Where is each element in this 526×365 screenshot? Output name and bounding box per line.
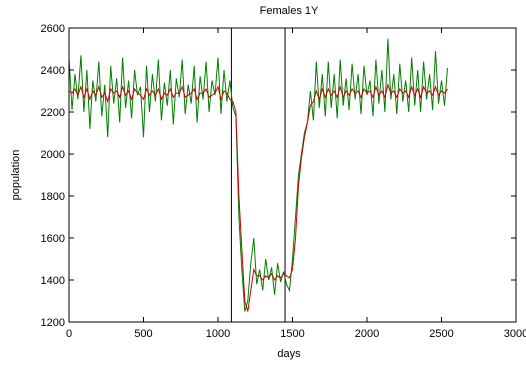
x-axis-title: days [277,348,301,360]
x-tick-label: 2000 [355,328,379,340]
y-tick-label: 2400 [41,65,65,77]
y-tick-label: 1800 [41,191,65,203]
x-tick-label: 500 [134,328,152,340]
y-tick-label: 2200 [41,107,65,119]
series-layer [69,38,448,312]
y-tick-label: 1400 [41,275,65,287]
x-tick-label: 1000 [206,328,230,340]
y-tick-label: 2000 [41,149,65,161]
plot-frame [68,27,517,323]
y-tick-label: 1600 [41,233,65,245]
series-line-2 [69,82,448,312]
y-tick-label: 2600 [41,23,65,35]
chart-title: Females 1Y [260,5,319,17]
x-axis: 0 500 1000 1500 2000 2500 3000 [66,28,526,340]
x-tick-label: 0 [66,328,72,340]
y-tick-label: 1200 [41,317,65,329]
y-axis-title: population [10,150,22,201]
series-line-1 [69,38,448,312]
vertical-markers [230,28,286,322]
x-tick-label: 1500 [280,328,304,340]
x-tick-label: 3000 [504,328,526,340]
y-axis: 1200 1400 1600 1800 2000 2200 2400 2600 [41,23,516,329]
x-tick-label: 2500 [429,328,453,340]
